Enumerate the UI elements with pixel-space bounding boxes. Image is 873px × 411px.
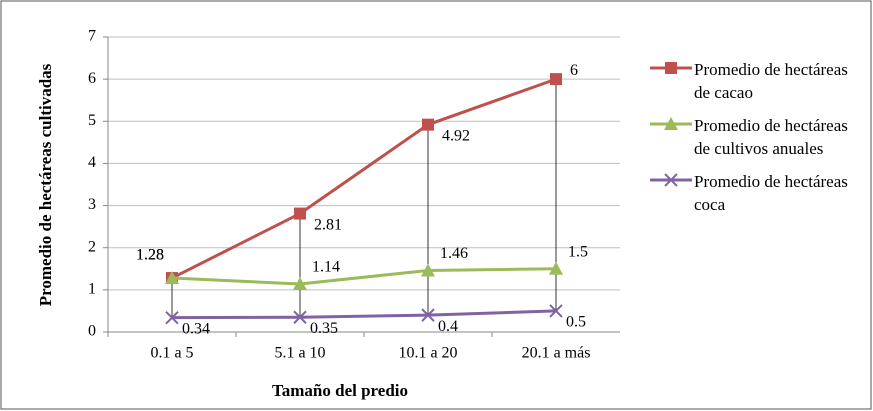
data-label: 0.35 [310,320,338,337]
y-tick-label: 4 [88,154,96,171]
y-tick-label: 6 [88,70,96,87]
marker [165,271,179,285]
marker [421,308,435,322]
data-label: 1.28 [136,247,164,264]
marker [549,304,563,318]
data-label: 1.28 [136,247,164,264]
legend-label: Promedio de hectáreas coca [694,172,848,214]
series-line [171,77,557,280]
marker [421,263,435,277]
y-axis-title: Promedio de hectáreas cultivadas [36,63,55,306]
x-tick-label: 10.1 a 20 [398,345,457,362]
legend-swatch [650,117,692,130]
legend-item: Promedio de hectáreas de cultivos anuale… [648,114,848,160]
y-tick-label: 3 [88,196,96,213]
x-axis-title: Tamaño del predio [272,381,408,400]
marker [294,207,306,220]
y-tick-label: 0 [88,323,96,340]
marker [165,310,179,325]
y-tick-label: 5 [88,112,96,129]
series-line [171,309,557,320]
y-tick-label: 1 [88,281,96,298]
data-label: 1.5 [568,243,588,260]
marker [293,310,307,324]
data-label: 2.81 [314,216,342,233]
legend-swatch [650,173,692,187]
marker [665,62,677,74]
legend: Promedio de hectáreas de cacao Promedio d… [648,58,848,226]
data-label: 0.34 [182,320,210,337]
series-line [171,267,557,286]
data-label: 6 [570,62,578,79]
x-tick-label: 5.1 a 10 [274,345,325,362]
data-label: 0.5 [566,314,586,331]
marker [550,73,562,86]
y-tick-label: 7 [88,28,96,45]
legend-label: Promedio de hectáreas de cacao [694,60,848,102]
data-label: 1.14 [312,259,340,276]
legend-swatch [650,62,692,74]
x-tick-label: 20.1 a más [522,345,591,362]
data-label: 4.92 [442,127,470,144]
y-tick-label: 2 [88,238,96,255]
marker [293,276,307,290]
legend-item: Promedio de hectáreas de cacao [648,58,848,104]
marker [664,173,678,187]
x-tick-label: 0.1 a 5 [150,345,193,362]
legend-label: Promedio de hectáreas de cultivos anuale… [694,116,848,158]
legend-item: Promedio de hectáreas coca [648,170,848,216]
data-label: 1.46 [440,245,468,262]
marker [664,117,678,130]
data-label: 0.4 [438,318,458,335]
marker [549,261,563,275]
marker [422,118,434,131]
